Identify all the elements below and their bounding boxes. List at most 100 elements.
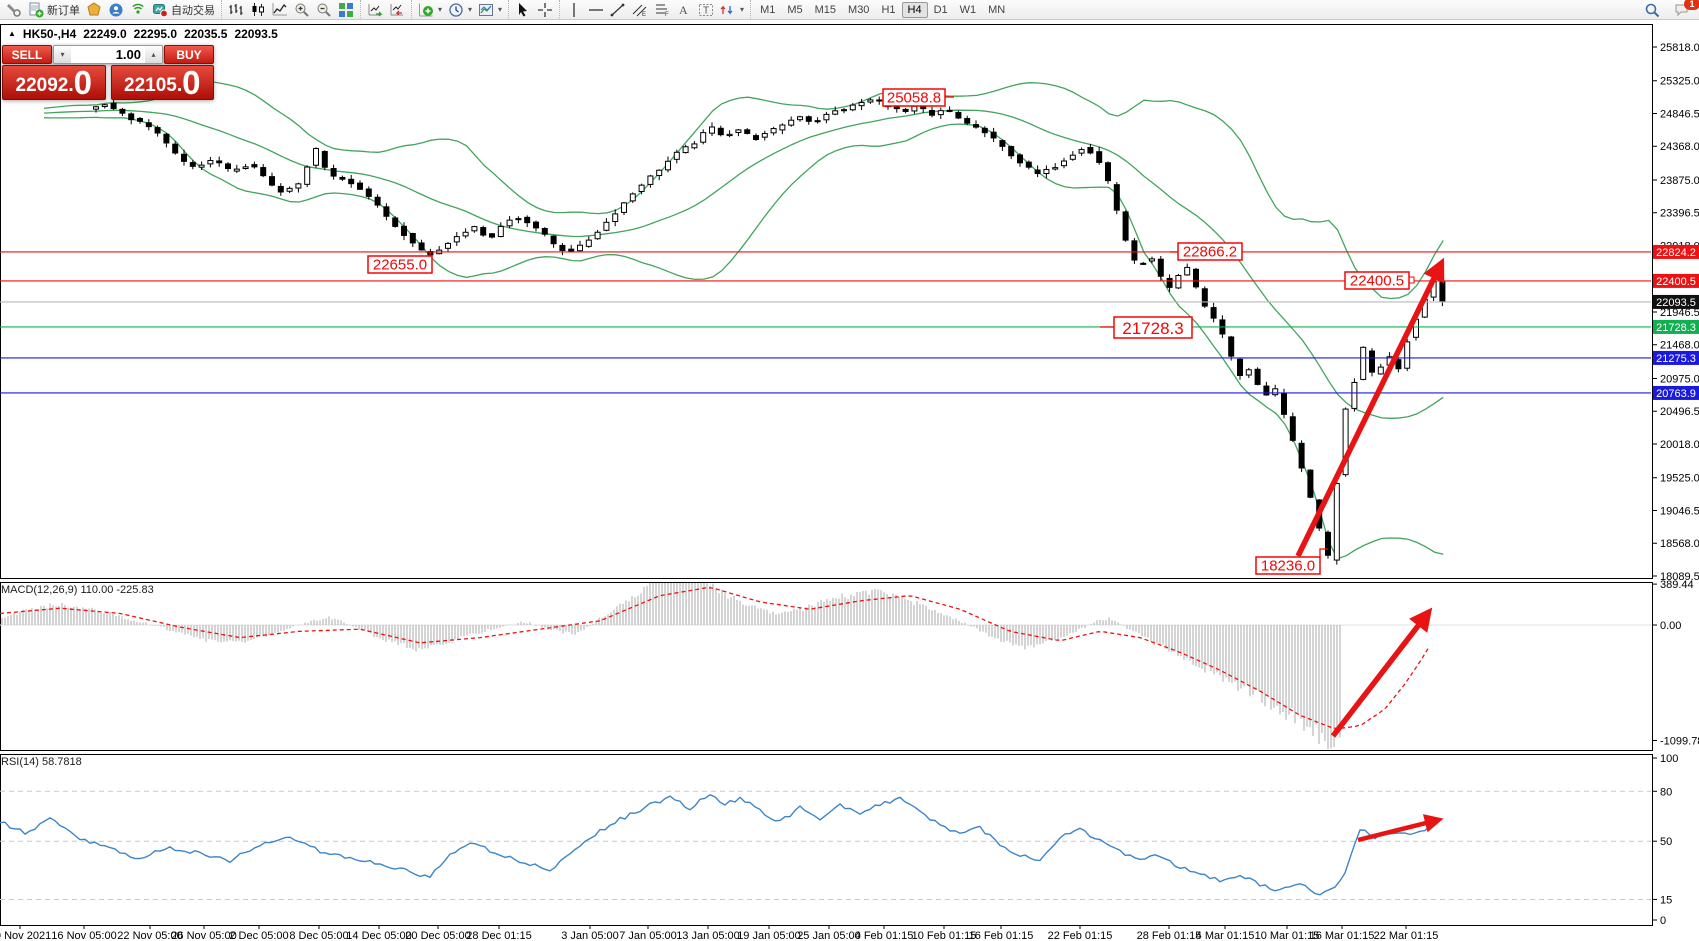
tools-button[interactable]	[3, 1, 25, 19]
chart-shift-button[interactable]	[386, 1, 408, 19]
auto-trading-button[interactable]: 自动交易	[149, 1, 218, 19]
metaquotes-button[interactable]	[83, 1, 105, 19]
text-icon: A	[676, 2, 692, 18]
svg-text:20975.0: 20975.0	[1660, 373, 1699, 385]
price-annotation-21728.3[interactable]: 21728.3	[1100, 316, 1193, 339]
signals-button[interactable]	[127, 1, 149, 19]
templates-button[interactable]: ▾	[475, 1, 505, 19]
svg-text:-1099.78: -1099.78	[1660, 735, 1699, 747]
text-label-button[interactable]: T	[695, 1, 717, 19]
fibonacci-button[interactable]: F	[651, 1, 673, 19]
candlestick-chart-button[interactable]	[247, 1, 269, 19]
timeframe-mn-button[interactable]: MN	[982, 2, 1011, 18]
community-icon	[108, 2, 124, 18]
crosshair-icon	[537, 2, 553, 18]
horizontal-line-button[interactable]	[585, 1, 607, 19]
text-button[interactable]: A	[673, 1, 695, 19]
line-chart-button[interactable]	[269, 1, 291, 19]
svg-text:20496.5: 20496.5	[1660, 406, 1699, 418]
svg-text:22 Nov 05:00: 22 Nov 05:00	[117, 930, 182, 941]
price-chip-22824.2: 22824.2	[1653, 244, 1699, 259]
rsi-up-arrow[interactable]	[1357, 814, 1444, 843]
timeframe-h1-button[interactable]: H1	[875, 2, 901, 18]
price-panel	[0, 80, 1651, 565]
bars-icon	[228, 2, 244, 18]
crosshair-button[interactable]	[534, 1, 556, 19]
dropdown-caret-icon: ▾	[498, 5, 503, 14]
zoom-in-button[interactable]	[291, 1, 313, 19]
toolbar: 新订单 自动交易 ▾ ▾ ▾ E F A T ▾ M1 M5 M15 M30 H1 H4 D1 W1 MN 1	[0, 0, 1699, 20]
svg-text:22866.2: 22866.2	[1183, 244, 1237, 261]
tile-windows-button[interactable]	[335, 1, 357, 19]
periods-icon	[448, 2, 464, 18]
periods-button[interactable]: ▾	[445, 1, 475, 19]
chat-button[interactable]: 1	[1671, 0, 1699, 20]
sell-price[interactable]: 22092. 0	[2, 65, 106, 100]
price-annotation-22655.0[interactable]: 22655.0	[367, 252, 433, 274]
svg-text:4 Feb 01:15: 4 Feb 01:15	[855, 930, 914, 941]
signals-icon	[130, 2, 146, 18]
zoom-out-button[interactable]	[313, 1, 335, 19]
buy-price-int: 22105	[124, 75, 177, 96]
bollinger-upper-band[interactable]	[43, 80, 1444, 300]
new-order-icon	[28, 2, 44, 18]
timeframe-m5-button[interactable]: M5	[781, 2, 808, 18]
svg-text:28 Feb 01:15: 28 Feb 01:15	[1137, 930, 1202, 941]
svg-text:22093.5: 22093.5	[1656, 297, 1696, 309]
dropdown-caret-icon: ▾	[468, 5, 473, 14]
cursor-button[interactable]	[512, 1, 534, 19]
svg-text:20763.9: 20763.9	[1656, 388, 1696, 400]
zoom-in-icon	[294, 2, 310, 18]
buy-button[interactable]: BUY	[164, 45, 214, 64]
svg-text:21946.5: 21946.5	[1660, 307, 1699, 319]
vertical-line-button[interactable]	[563, 1, 585, 19]
volume-stepper: ▾ 1.00 ▴	[53, 45, 163, 64]
svg-text:19 Jan 05:00: 19 Jan 05:00	[737, 930, 801, 941]
svg-text:3 Jan 05:00: 3 Jan 05:00	[561, 930, 619, 941]
rsi-panel	[0, 790, 1651, 900]
bollinger-lower-band[interactable]	[43, 116, 1444, 560]
equidistant-channel-button[interactable]: E	[629, 1, 651, 19]
svg-text:19046.5: 19046.5	[1660, 505, 1699, 517]
metaquotes-icon	[86, 1, 102, 18]
arrows-button[interactable]: ▾	[717, 1, 747, 19]
timeframe-m30-button[interactable]: M30	[842, 2, 875, 18]
volume-input[interactable]: 1.00	[115, 47, 141, 62]
volume-increase-button[interactable]: ▴	[145, 46, 162, 63]
svg-text:25058.8: 25058.8	[887, 90, 941, 107]
price-annotation-22400.5[interactable]: 22400.5	[1344, 271, 1415, 290]
ohlc-low: 22035.5	[184, 27, 228, 41]
new-order-button[interactable]: 新订单	[25, 1, 83, 19]
timeframe-d1-button[interactable]: D1	[928, 2, 954, 18]
svg-text:0: 0	[1660, 915, 1666, 927]
bar-chart-button[interactable]	[225, 1, 247, 19]
trendline-button[interactable]	[607, 1, 629, 19]
sell-price-int: 22092	[15, 75, 69, 96]
timeframe-h4-button[interactable]: H4	[901, 1, 928, 18]
buy-price[interactable]: 22105. 0	[110, 65, 214, 100]
price-annotation-18236.0[interactable]: 18236.0	[1255, 548, 1328, 575]
timeframe-m1-button[interactable]: M1	[754, 2, 781, 18]
volume-decrease-button[interactable]: ▾	[54, 46, 71, 63]
price-annotation-25058.8[interactable]: 25058.8	[882, 88, 954, 107]
svg-text:22400.5: 22400.5	[1656, 276, 1696, 288]
macd-up-arrow[interactable]	[1330, 607, 1433, 738]
timeframe-w1-button[interactable]: W1	[954, 2, 983, 18]
auto-scroll-button[interactable]	[364, 1, 386, 19]
timeframe-m15-button[interactable]: M15	[809, 2, 842, 18]
ohlc-close: 22093.5	[234, 27, 278, 41]
indicators-button[interactable]: ▾	[415, 1, 445, 19]
sell-button[interactable]: SELL	[2, 45, 52, 64]
community-button[interactable]	[105, 1, 127, 19]
price-annotation-22866.2[interactable]: 22866.2	[1170, 242, 1243, 261]
bollinger-middle-band[interactable]	[43, 109, 1444, 419]
svg-text:18236.0: 18236.0	[1261, 558, 1315, 575]
price-up-arrow[interactable]	[1295, 257, 1445, 558]
rsi-plot-area[interactable]	[0, 754, 1653, 926]
notification-badge: 1	[1684, 0, 1699, 10]
price-chip-22400.5: 22400.5	[1653, 273, 1699, 288]
price-axis[interactable]: 25818.0 25325.0 24846.5 24368.0 23875.0 23396…	[1652, 42, 1699, 583]
search-button[interactable]	[1641, 0, 1665, 20]
